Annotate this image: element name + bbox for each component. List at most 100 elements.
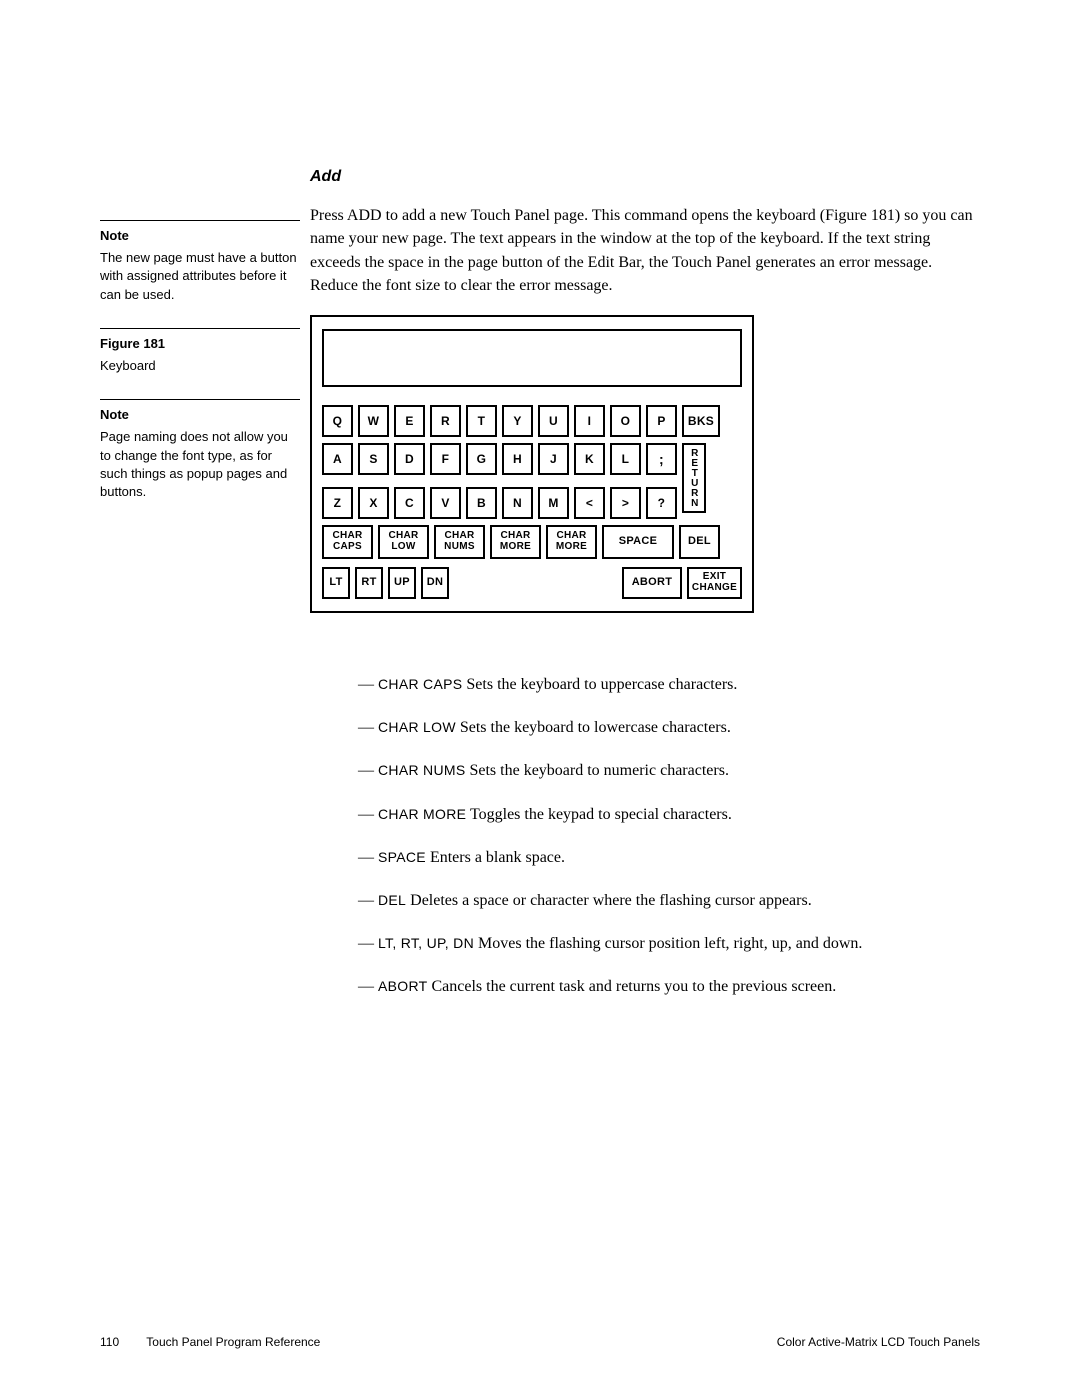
key-exit-change[interactable]: EXIT CHANGE: [687, 567, 742, 599]
key-semicolon[interactable]: ;: [646, 443, 677, 475]
key-o[interactable]: O: [610, 405, 641, 437]
main-content: Add Press ADD to add a new Touch Panel p…: [310, 165, 980, 998]
desc: Moves the flashing cursor position left,…: [474, 935, 862, 952]
key-lt-nav[interactable]: LT: [322, 567, 350, 599]
desc: Enters a blank space.: [426, 849, 565, 866]
key-del[interactable]: DEL: [679, 525, 720, 559]
section-title: Add: [310, 165, 980, 188]
key-up-nav[interactable]: UP: [388, 567, 416, 599]
key-t[interactable]: T: [466, 405, 497, 437]
footer-left-text: Touch Panel Program Reference: [146, 1335, 320, 1349]
figure-heading: Figure 181: [100, 335, 300, 353]
desc: Deletes a space or character where the f…: [406, 892, 812, 909]
key-f[interactable]: F: [430, 443, 461, 475]
page: Note The new page must have a button wit…: [0, 0, 1080, 1397]
list-item: — ABORT Cancels the current task and ret…: [358, 975, 918, 998]
desc: Sets the keyboard to lowercase character…: [456, 719, 731, 736]
sidebar-note-2: Note Page naming does not allow you to c…: [100, 399, 300, 501]
key-n[interactable]: N: [502, 487, 533, 519]
dash: —: [358, 806, 378, 823]
key-bks[interactable]: BKS: [682, 405, 720, 437]
key-s[interactable]: S: [358, 443, 389, 475]
dash: —: [358, 978, 378, 995]
keyboard-row-5: LT RT UP DN ABORT EXIT CHANGE: [322, 567, 742, 599]
dash: —: [358, 935, 378, 952]
key-space[interactable]: SPACE: [602, 525, 674, 559]
dash: —: [358, 892, 378, 909]
desc: Sets the keyboard to numeric characters.: [465, 762, 728, 779]
key-j[interactable]: J: [538, 443, 569, 475]
key-r[interactable]: R: [430, 405, 461, 437]
key-rt-nav[interactable]: RT: [355, 567, 383, 599]
sidebar: Note The new page must have a button wit…: [100, 220, 300, 525]
sidebar-figure-ref: Figure 181 Keyboard: [100, 328, 300, 375]
keyboard-figure: Q W E R T Y U I O P BKS A S D F: [310, 315, 754, 613]
sidebar-note-1: Note The new page must have a button wit…: [100, 220, 300, 304]
note-heading: Note: [100, 227, 300, 245]
key-a[interactable]: A: [322, 443, 353, 475]
dash: —: [358, 849, 378, 866]
keyboard-row-1: Q W E R T Y U I O P BKS: [322, 405, 742, 437]
key-char-more[interactable]: CHAR MORE: [490, 525, 541, 559]
keyword: DEL: [378, 892, 406, 908]
key-z[interactable]: Z: [322, 487, 353, 519]
key-abort[interactable]: ABORT: [622, 567, 682, 599]
key-char-nums[interactable]: CHAR NUMS: [434, 525, 485, 559]
key-d[interactable]: D: [394, 443, 425, 475]
key-gt[interactable]: >: [610, 487, 641, 519]
key-b[interactable]: B: [466, 487, 497, 519]
key-lt[interactable]: <: [574, 487, 605, 519]
key-c[interactable]: C: [394, 487, 425, 519]
keyboard-display[interactable]: [322, 329, 742, 387]
key-q[interactable]: Q: [322, 405, 353, 437]
key-m[interactable]: M: [538, 487, 569, 519]
body-paragraph: Press ADD to add a new Touch Panel page.…: [310, 204, 980, 297]
desc: Toggles the keypad to special characters…: [466, 806, 732, 823]
figure-caption: Keyboard: [100, 357, 300, 375]
key-dn-nav[interactable]: DN: [421, 567, 449, 599]
keyword: CHAR NUMS: [378, 762, 465, 778]
rule: [100, 399, 300, 400]
page-number: 110: [100, 1335, 119, 1349]
key-w[interactable]: W: [358, 405, 389, 437]
key-question[interactable]: ?: [646, 487, 677, 519]
bullet-list: — CHAR CAPS Sets the keyboard to upperca…: [358, 673, 980, 999]
key-h[interactable]: H: [502, 443, 533, 475]
key-return[interactable]: RETURN: [682, 443, 706, 513]
key-y[interactable]: Y: [502, 405, 533, 437]
list-item: — LT, RT, UP, DN Moves the flashing curs…: [358, 932, 918, 955]
key-char-more-2[interactable]: CHAR MORE: [546, 525, 597, 559]
footer-left: 110 Touch Panel Program Reference: [100, 1334, 320, 1351]
key-x[interactable]: X: [358, 487, 389, 519]
key-u[interactable]: U: [538, 405, 569, 437]
footer-right-text: Color Active-Matrix LCD Touch Panels: [777, 1334, 980, 1351]
key-char-low[interactable]: CHAR LOW: [378, 525, 429, 559]
key-i[interactable]: I: [574, 405, 605, 437]
list-item: — SPACE Enters a blank space.: [358, 846, 918, 869]
desc: Sets the keyboard to uppercase character…: [462, 676, 737, 693]
keyboard-rows-2-3-wrap: A S D F G H J K L ; Z X C: [322, 443, 742, 519]
keyword: CHAR CAPS: [378, 676, 462, 692]
key-l[interactable]: L: [610, 443, 641, 475]
key-g[interactable]: G: [466, 443, 497, 475]
list-item: — CHAR NUMS Sets the keyboard to numeric…: [358, 759, 918, 782]
note-text: The new page must have a button with ass…: [100, 249, 300, 304]
keyboard-row-4: CHAR CAPS CHAR LOW CHAR NUMS CHAR MORE C…: [322, 525, 742, 559]
keyboard-row-2: A S D F G H J K L ;: [322, 443, 677, 475]
note-text: Page naming does not allow you to change…: [100, 428, 300, 501]
spacer: [454, 567, 617, 599]
keyboard-rows-2-3: A S D F G H J K L ; Z X C: [322, 443, 677, 519]
keyword: CHAR MORE: [378, 806, 466, 822]
key-e[interactable]: E: [394, 405, 425, 437]
rule: [100, 328, 300, 329]
note-heading: Note: [100, 406, 300, 424]
dash: —: [358, 762, 378, 779]
dash: —: [358, 676, 378, 693]
list-item: — CHAR CAPS Sets the keyboard to upperca…: [358, 673, 918, 696]
key-char-caps[interactable]: CHAR CAPS: [322, 525, 373, 559]
list-item: — DEL Deletes a space or character where…: [358, 889, 918, 912]
key-p[interactable]: P: [646, 405, 677, 437]
key-v[interactable]: V: [430, 487, 461, 519]
key-k[interactable]: K: [574, 443, 605, 475]
page-footer: 110 Touch Panel Program Reference Color …: [100, 1334, 980, 1351]
